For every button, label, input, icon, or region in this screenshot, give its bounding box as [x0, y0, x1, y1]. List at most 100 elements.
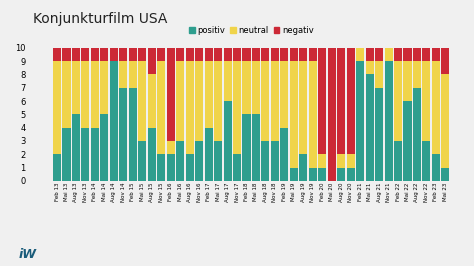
Bar [91, 128, 99, 181]
Bar [299, 154, 307, 181]
Bar [100, 61, 109, 114]
Bar [356, 61, 364, 181]
Bar [148, 128, 156, 181]
Bar [63, 61, 71, 128]
Bar [186, 48, 194, 61]
Bar [290, 61, 298, 168]
Bar [299, 61, 307, 154]
Bar [441, 74, 449, 168]
Bar [337, 168, 345, 181]
Bar [432, 48, 440, 61]
Bar [205, 128, 213, 181]
Bar [224, 48, 232, 61]
Bar [63, 48, 71, 61]
Bar [148, 74, 156, 128]
Bar [186, 61, 194, 154]
Bar [252, 48, 260, 61]
Bar [384, 61, 392, 181]
Bar [309, 168, 317, 181]
Bar [100, 114, 109, 181]
Bar [129, 88, 137, 181]
Bar [195, 141, 203, 181]
Bar [176, 61, 184, 141]
Bar [441, 168, 449, 181]
Bar [233, 48, 241, 61]
Bar [53, 154, 61, 181]
Bar [252, 114, 260, 181]
Bar [233, 154, 241, 181]
Bar [205, 48, 213, 61]
Bar [72, 61, 80, 114]
Bar [186, 154, 194, 181]
Bar [261, 141, 269, 181]
Text: Konjunkturfilm USA: Konjunkturfilm USA [33, 12, 167, 26]
Bar [337, 154, 345, 168]
Bar [72, 48, 80, 61]
Bar [129, 61, 137, 88]
Bar [157, 48, 165, 61]
Bar [271, 141, 279, 181]
Bar [243, 48, 251, 61]
Bar [403, 48, 411, 61]
Bar [167, 141, 175, 154]
Bar [394, 61, 402, 141]
Bar [243, 61, 251, 114]
Bar [318, 168, 326, 181]
Bar [110, 61, 118, 181]
Bar [375, 48, 383, 61]
Bar [261, 48, 269, 61]
Bar [233, 61, 241, 154]
Bar [214, 48, 222, 61]
Bar [82, 128, 90, 181]
Bar [271, 48, 279, 61]
Bar [290, 48, 298, 61]
Bar [224, 101, 232, 181]
Bar [195, 48, 203, 61]
Bar [129, 48, 137, 61]
Bar [138, 141, 146, 181]
Bar [422, 61, 430, 141]
Bar [82, 48, 90, 61]
Bar [365, 61, 374, 74]
Bar [243, 114, 251, 181]
Bar [138, 48, 146, 61]
Bar [318, 48, 326, 154]
Bar [214, 141, 222, 181]
Bar [441, 48, 449, 74]
Text: iW: iW [19, 248, 37, 261]
Bar [63, 128, 71, 181]
Bar [119, 88, 128, 181]
Bar [271, 61, 279, 141]
Bar [309, 61, 317, 168]
Bar [346, 168, 355, 181]
Bar [176, 48, 184, 61]
Bar [422, 141, 430, 181]
Bar [224, 61, 232, 101]
Legend: positiv, neutral, negativ: positiv, neutral, negativ [185, 23, 317, 39]
Bar [252, 61, 260, 114]
Bar [384, 48, 392, 61]
Bar [72, 114, 80, 181]
Bar [261, 61, 269, 141]
Bar [195, 61, 203, 141]
Bar [110, 48, 118, 61]
Bar [91, 48, 99, 61]
Bar [318, 154, 326, 168]
Bar [157, 61, 165, 154]
Bar [148, 48, 156, 74]
Bar [53, 61, 61, 154]
Bar [214, 61, 222, 141]
Bar [422, 48, 430, 61]
Bar [403, 101, 411, 181]
Bar [356, 48, 364, 61]
Bar [365, 48, 374, 61]
Bar [413, 88, 421, 181]
Bar [394, 48, 402, 61]
Bar [394, 141, 402, 181]
Bar [375, 88, 383, 181]
Bar [157, 154, 165, 181]
Bar [299, 48, 307, 61]
Bar [176, 141, 184, 181]
Bar [167, 154, 175, 181]
Bar [280, 128, 288, 181]
